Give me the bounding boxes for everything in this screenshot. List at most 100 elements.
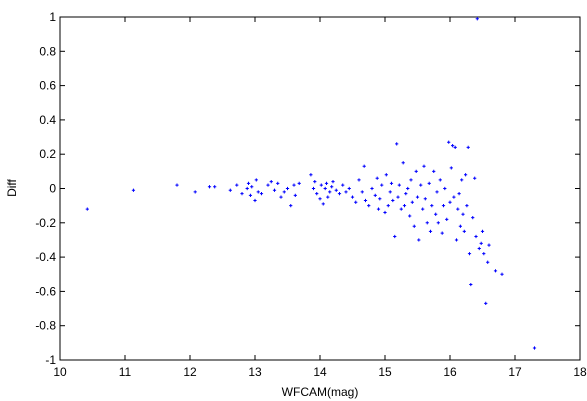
data-point [354,200,358,204]
data-point [248,193,253,197]
data-point [456,207,460,211]
data-point [486,260,490,264]
data-point [432,169,436,173]
data-point [415,195,420,199]
y-tick-label: 0.2 [39,147,56,161]
x-tick-label: 15 [378,365,392,379]
data-point [453,145,457,149]
data-point [451,144,455,148]
data-point [318,197,322,201]
y-axis-label: Diff [5,178,19,196]
y-tick-label: -0.2 [35,216,56,230]
data-point [279,195,283,199]
data-point [404,192,408,196]
data-point [386,204,390,208]
data-point [357,178,361,182]
data-point [477,246,481,251]
y-tick-label: -1 [45,353,56,367]
x-tick-label: 10 [53,365,67,379]
y-tick-label: 0.6 [39,79,56,93]
data-point [414,169,418,173]
data-point [175,183,179,187]
data-point [350,195,355,199]
data-point [500,272,504,276]
data-point [410,200,414,204]
y-tick-label: -0.8 [35,319,56,333]
data-point [373,193,377,197]
data-point [341,183,345,187]
data-point [419,183,423,187]
data-point [408,214,412,218]
data-point [324,181,329,185]
x-tick-label: 12 [183,365,197,379]
data-point [421,207,425,211]
data-point [422,164,426,168]
data-point [383,210,387,215]
data-point [427,181,431,185]
data-point [328,190,332,194]
axis-ticks [59,16,581,361]
data-point [285,186,290,191]
data-point [406,186,410,191]
data-point [430,204,434,208]
data-point [461,212,465,216]
data-point [131,188,136,192]
data-point [469,282,473,287]
data-point [445,217,449,221]
data-point [347,186,351,191]
data-point [388,190,392,194]
x-tick-label: 17 [508,365,522,379]
data-point [311,186,316,191]
data-point [363,198,368,203]
data-point [207,185,212,189]
data-point [454,238,459,242]
data-point [323,186,327,191]
data-point [448,200,452,204]
data-point [435,190,439,194]
data-point [532,346,537,350]
data-point [484,301,488,306]
y-tick-label: 0.8 [39,44,56,58]
x-axis-label: WFCAM(mag) [282,385,359,399]
data-point [423,197,427,201]
data-point [362,164,366,168]
data-point [393,234,397,239]
data-point [436,221,440,225]
data-point [449,166,453,170]
x-tick-label: 11 [119,365,132,379]
data-point [289,204,293,208]
y-tick-label: -0.4 [35,250,56,264]
data-point [474,234,478,239]
data-point [292,183,296,187]
data-point [462,229,466,233]
data-point [272,188,277,192]
data-point [315,192,319,196]
plot-area-frame [59,16,581,361]
data-points [85,17,537,350]
data-point [473,176,477,180]
x-tick-label: 14 [313,365,327,379]
data-point [256,190,260,194]
y-tick-label: 0 [49,182,56,196]
data-point [397,183,401,187]
data-point [319,183,323,187]
data-point [440,231,444,235]
x-tick-label: 16 [443,365,457,379]
data-point [457,192,461,196]
data-point [471,216,475,220]
data-point [417,238,421,242]
data-point [465,204,469,208]
data-point [378,197,382,201]
data-point [240,192,244,196]
data-point [360,190,364,194]
data-point [330,185,334,189]
data-point [337,192,342,196]
data-point [85,207,89,211]
data-point [447,140,451,144]
data-point [344,190,348,194]
x-tick-label: 13 [248,365,262,379]
data-point [250,185,254,189]
y-tick-label: 1 [49,10,56,24]
data-point [380,183,384,187]
